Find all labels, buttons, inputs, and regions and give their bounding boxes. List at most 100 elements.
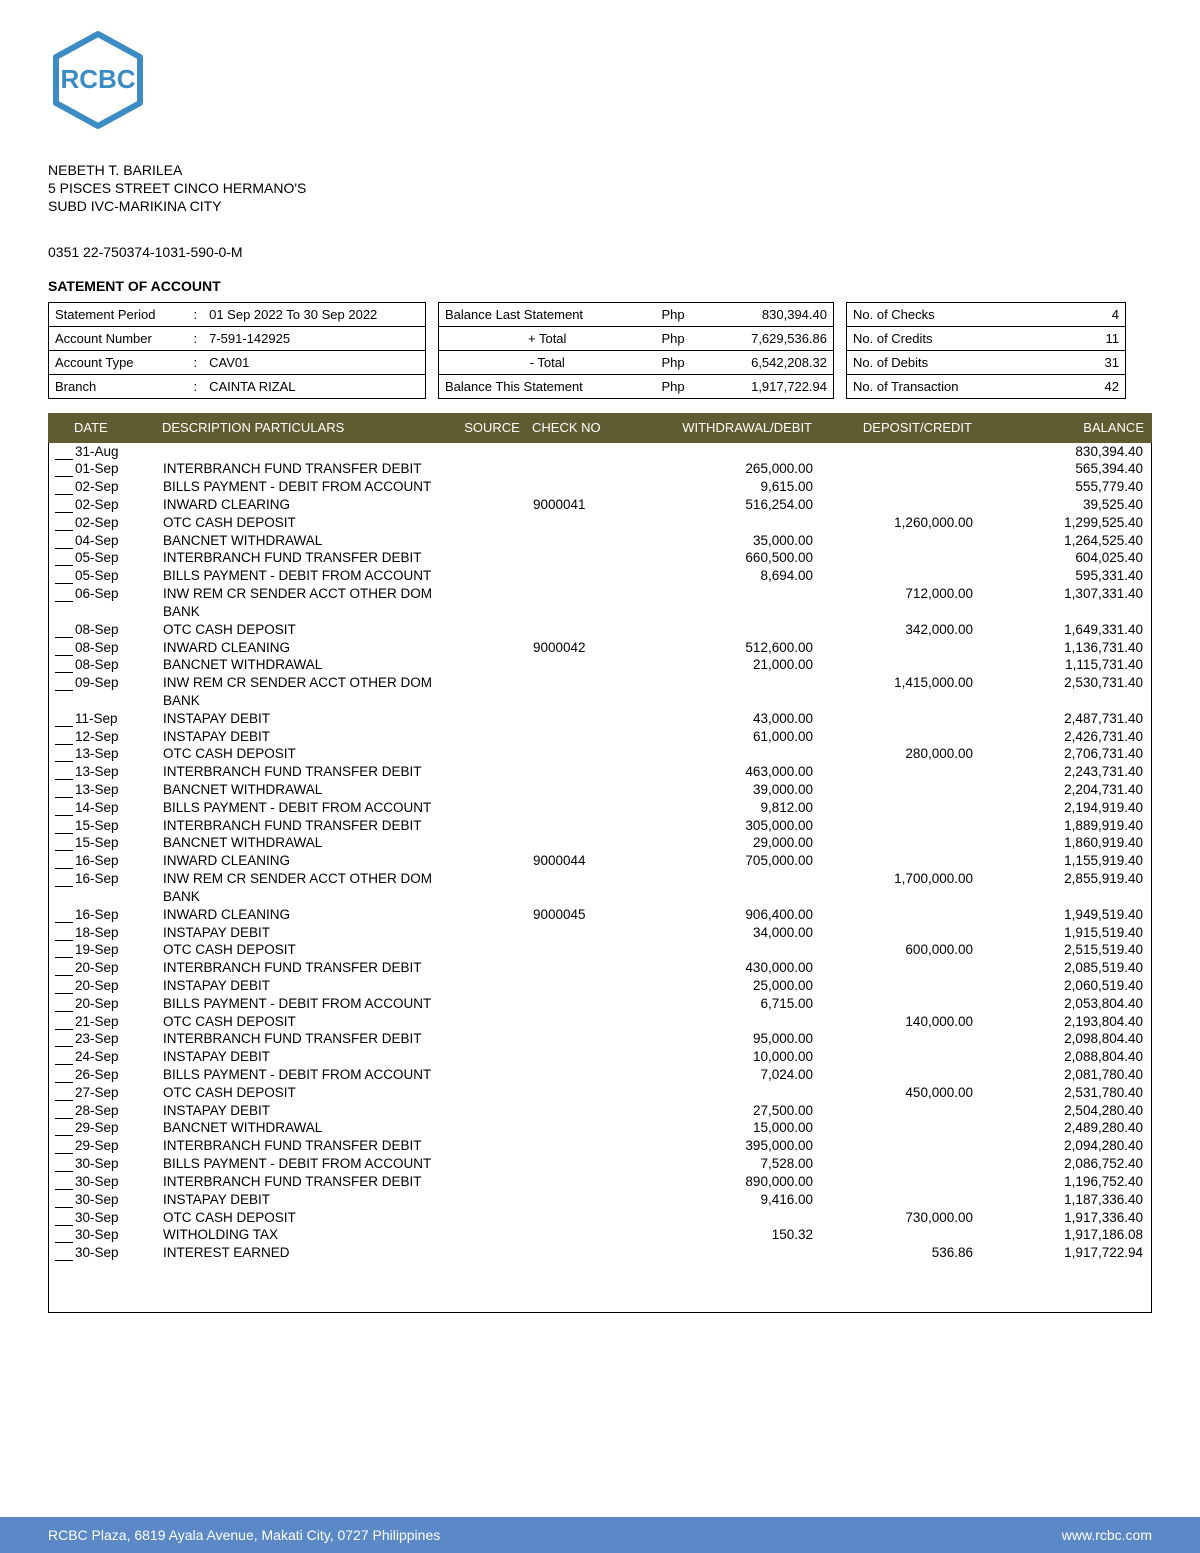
cell-deposit: [813, 959, 973, 977]
cell-withdrawal: [643, 514, 813, 532]
cell-withdrawal: 9,416.00: [643, 1191, 813, 1209]
tick-mark: [55, 1033, 73, 1047]
cell-desc: BILLS PAYMENT - DEBIT FROM ACCOUNT: [163, 478, 453, 496]
cell-withdrawal: 39,000.00: [643, 781, 813, 799]
cell-deposit: 600,000.00: [813, 941, 973, 959]
cell-date: 14-Sep: [75, 799, 163, 817]
tick-mark: [55, 873, 73, 887]
label-txn: No. of Transaction: [847, 374, 1074, 398]
table-row: 09-SepINW REM CR SENDER ACCT OTHER DOM B…: [49, 674, 1151, 710]
cell-balance: 2,053,804.40: [973, 995, 1145, 1013]
table-row: 06-SepINW REM CR SENDER ACCT OTHER DOM B…: [49, 585, 1151, 621]
cell-balance: 1,196,752.40: [973, 1173, 1145, 1191]
table-row: 08-SepINWARD CLEANING9000042512,600.001,…: [49, 639, 1151, 657]
cell-deposit: [813, 549, 973, 567]
cell-balance: 2,426,731.40: [973, 728, 1145, 746]
label-checks: No. of Checks: [847, 303, 1074, 327]
table-row: 12-SepINSTAPAY DEBIT61,000.002,426,731.4…: [49, 728, 1151, 746]
cell-check: [533, 1013, 643, 1031]
cell-check: [533, 710, 643, 728]
cell-source: [453, 460, 533, 478]
cell-check: [533, 1066, 643, 1084]
cell-balance: 1,917,186.08: [973, 1226, 1145, 1244]
cell-date: 30-Sep: [75, 1209, 163, 1227]
cell-balance: 1,115,731.40: [973, 656, 1145, 674]
cell-withdrawal: [643, 870, 813, 906]
value-period: 01 Sep 2022 To 30 Sep 2022: [203, 303, 425, 327]
cell-deposit: 536.86: [813, 1244, 973, 1262]
cell-balance: 2,530,731.40: [973, 674, 1145, 710]
cell-balance: 2,088,804.40: [973, 1048, 1145, 1066]
cell-balance: 2,489,280.40: [973, 1119, 1145, 1137]
cell-deposit: [813, 817, 973, 835]
cell-withdrawal: 25,000.00: [643, 977, 813, 995]
cell-deposit: [813, 496, 973, 514]
table-row: 30-SepBILLS PAYMENT - DEBIT FROM ACCOUNT…: [49, 1155, 1151, 1173]
cell-date: 30-Sep: [75, 1244, 163, 1262]
cell-desc: INTERBRANCH FUND TRANSFER DEBIT: [163, 1030, 453, 1048]
cell-desc: BILLS PAYMENT - DEBIT FROM ACCOUNT: [163, 1066, 453, 1084]
cell-desc: BANCNET WITHDRAWAL: [163, 781, 453, 799]
col-deposit: DEPOSIT/CREDIT: [812, 420, 972, 435]
label-branch: Branch: [49, 374, 187, 398]
cell-balance: 595,331.40: [973, 567, 1145, 585]
cell-date: 31-Aug: [75, 443, 163, 461]
table-row: 13-SepINTERBRANCH FUND TRANSFER DEBIT463…: [49, 763, 1151, 781]
cell-date: 20-Sep: [75, 977, 163, 995]
cell-withdrawal: [643, 674, 813, 710]
cell-deposit: [813, 639, 973, 657]
cell-source: [453, 1226, 533, 1244]
cell-balance: 1,136,731.40: [973, 639, 1145, 657]
table-row: 30-SepWITHOLDING TAX150.321,917,186.08: [49, 1226, 1151, 1244]
cell-balance: 2,243,731.40: [973, 763, 1145, 781]
cell-withdrawal: 7,024.00: [643, 1066, 813, 1084]
cell-withdrawal: 21,000.00: [643, 656, 813, 674]
cell-date: 02-Sep: [75, 478, 163, 496]
cell-withdrawal: 6,715.00: [643, 995, 813, 1013]
cell-date: 11-Sep: [75, 710, 163, 728]
table-row: 13-SepOTC CASH DEPOSIT280,000.002,706,73…: [49, 745, 1151, 763]
statement-title: SATEMENT OF ACCOUNT: [48, 278, 1152, 294]
cell-date: 13-Sep: [75, 763, 163, 781]
value-credits: 11: [1074, 326, 1125, 350]
cell-check: [533, 1244, 643, 1262]
transactions-body: 31-Aug830,394.4001-SepINTERBRANCH FUND T…: [48, 443, 1152, 1313]
cell-date: 12-Sep: [75, 728, 163, 746]
cell-withdrawal: 10,000.00: [643, 1048, 813, 1066]
cell-check: [533, 763, 643, 781]
value-bal-plus: 7,629,536.86: [706, 326, 833, 350]
cell-deposit: [813, 1155, 973, 1173]
cell-source: [453, 1066, 533, 1084]
cell-source: [453, 906, 533, 924]
cell-check: [533, 781, 643, 799]
cell-withdrawal: [643, 1013, 813, 1031]
cell-balance: 604,025.40: [973, 549, 1145, 567]
tick-mark: [55, 802, 73, 816]
cell-check: [533, 817, 643, 835]
cell-deposit: [813, 532, 973, 550]
table-row: 29-SepINTERBRANCH FUND TRANSFER DEBIT395…: [49, 1137, 1151, 1155]
cell-date: 26-Sep: [75, 1066, 163, 1084]
cell-withdrawal: 150.32: [643, 1226, 813, 1244]
cell-source: [453, 1048, 533, 1066]
transactions-header: DATE DESCRIPTION PARTICULARS SOURCE CHEC…: [48, 413, 1152, 443]
cell-balance: 1,187,336.40: [973, 1191, 1145, 1209]
cell-deposit: 1,415,000.00: [813, 674, 973, 710]
cell-date: 29-Sep: [75, 1119, 163, 1137]
col-desc: DESCRIPTION PARTICULARS: [162, 420, 452, 435]
cell-desc: INW REM CR SENDER ACCT OTHER DOM BANK: [163, 585, 453, 621]
cell-date: 29-Sep: [75, 1137, 163, 1155]
cell-withdrawal: 512,600.00: [643, 639, 813, 657]
cell-date: 09-Sep: [75, 674, 163, 710]
cell-withdrawal: 906,400.00: [643, 906, 813, 924]
cell-source: [453, 728, 533, 746]
cell-source: [453, 674, 533, 710]
table-row: 13-SepBANCNET WITHDRAWAL39,000.002,204,7…: [49, 781, 1151, 799]
cell-date: 27-Sep: [75, 1084, 163, 1102]
cell-withdrawal: [643, 1209, 813, 1227]
cell-source: [453, 834, 533, 852]
cell-withdrawal: [643, 745, 813, 763]
table-row: 01-SepINTERBRANCH FUND TRANSFER DEBIT265…: [49, 460, 1151, 478]
tick-mark: [55, 820, 73, 834]
tick-mark: [55, 535, 73, 549]
